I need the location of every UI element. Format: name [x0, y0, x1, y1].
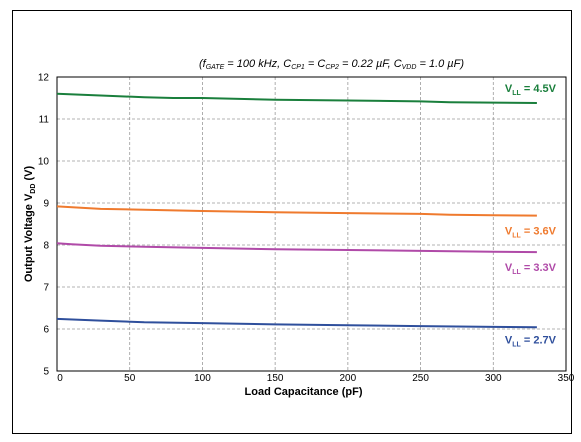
- x-tick-label: 150: [267, 373, 284, 384]
- series-line: [56, 317, 537, 329]
- x-tick-label: 0: [57, 373, 63, 384]
- series-label: VLL = 3.3V: [505, 262, 557, 276]
- series-label: VLL = 3.6V: [505, 226, 557, 240]
- series-line: [56, 242, 537, 254]
- series-label: VLL = 2.7V: [505, 334, 557, 348]
- x-tick-label: 50: [124, 373, 136, 384]
- series-lines: [56, 92, 537, 329]
- x-tick-label: 100: [194, 373, 211, 384]
- x-tick-label: 300: [485, 373, 502, 384]
- y-tick-label: 8: [43, 241, 49, 252]
- y-tick-label: 12: [38, 73, 50, 84]
- y-axis-ticks: 5 6 7 8 9 10 11 12: [38, 73, 50, 378]
- x-axis-ticks: 0 50 100 150 200 250 300 350: [57, 373, 575, 384]
- chart-subtitle: (fGATE = 100 kHz, CCP1 = CCP2 = 0.22 µF,…: [199, 58, 464, 71]
- y-tick-label: 7: [43, 283, 49, 294]
- y-tick-label: 10: [38, 157, 50, 168]
- series-labels: VLL = 4.5V VLL = 3.6V VLL = 3.3V VLL = 2.7V: [505, 83, 557, 348]
- chart-frame: [12, 10, 572, 434]
- y-axis-label: Output Voltage VDD (V): [23, 166, 37, 283]
- x-tick-label: 200: [340, 373, 357, 384]
- plot-area: [56, 76, 567, 372]
- y-tick-label: 9: [43, 199, 49, 210]
- y-tick-label: 5: [43, 367, 49, 378]
- x-tick-label: 350: [558, 373, 575, 384]
- x-axis-label: Load Capacitance (pF): [245, 386, 363, 398]
- y-tick-label: 11: [39, 115, 50, 126]
- y-tick-label: 6: [43, 325, 49, 336]
- series-line: [56, 92, 537, 104]
- series-label: VLL = 4.5V: [505, 83, 557, 97]
- series-line: [56, 205, 537, 217]
- x-tick-label: 250: [412, 373, 429, 384]
